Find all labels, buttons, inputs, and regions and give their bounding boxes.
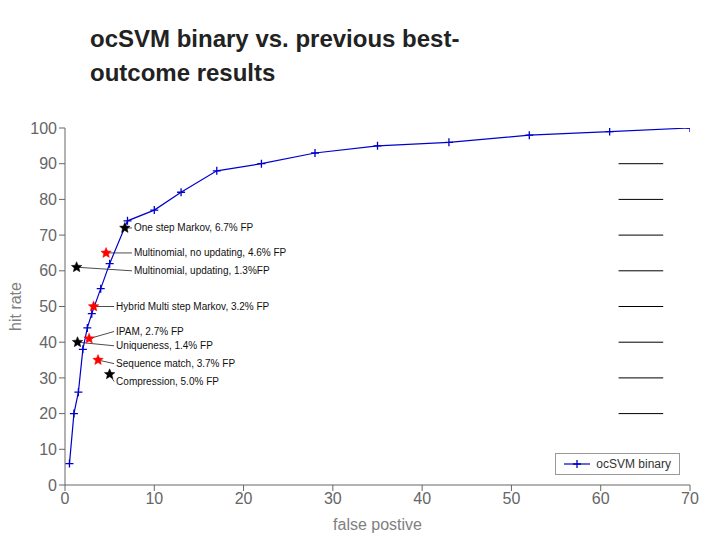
svg-text:Multinomial, no updating, 4.6%: Multinomial, no updating, 4.6% FP — [134, 247, 287, 258]
svg-text:100: 100 — [30, 120, 57, 137]
html-text:ocSVM binary vs. previous best: ocSVM binary vs. previous best- — [90, 25, 460, 52]
svg-text:60: 60 — [592, 490, 610, 507]
svg-text:80: 80 — [39, 191, 57, 208]
html-text:ocSVM binary: ocSVM binary — [596, 457, 671, 471]
svg-text:70: 70 — [681, 490, 699, 507]
svg-text:30: 30 — [324, 490, 342, 507]
svg-text:Uniqueness, 1.4% FP: Uniqueness, 1.4% FP — [116, 340, 213, 351]
svg-text:hit rate: hit rate — [8, 282, 24, 331]
svg-text:50: 50 — [39, 298, 57, 315]
svg-text:50: 50 — [503, 490, 521, 507]
svg-text:60: 60 — [39, 262, 57, 279]
svg-text:10: 10 — [145, 490, 163, 507]
svg-text:70: 70 — [39, 227, 57, 244]
svg-text:One step Markov, 6.7% FP: One step Markov, 6.7% FP — [134, 222, 254, 233]
svg-text:20: 20 — [39, 405, 57, 422]
svg-text:Sequence match, 3.7% FP: Sequence match, 3.7% FP — [116, 358, 235, 369]
svg-text:30: 30 — [39, 370, 57, 387]
svg-text:40: 40 — [413, 490, 431, 507]
svg-text:false postive: false postive — [333, 516, 422, 533]
svg-text:0: 0 — [61, 490, 70, 507]
svg-text:0: 0 — [48, 477, 57, 494]
svg-text:90: 90 — [39, 155, 57, 172]
svg-text:Compression, 5.0% FP: Compression, 5.0% FP — [116, 376, 219, 387]
svg-text:IPAM, 2.7% FP: IPAM, 2.7% FP — [116, 326, 184, 337]
svg-text:Hybrid Multi step Markov, 3.2%: Hybrid Multi step Markov, 3.2% FP — [116, 301, 270, 312]
svg-text:20: 20 — [235, 490, 253, 507]
svg-text:10: 10 — [39, 441, 57, 458]
html-text:outcome results: outcome results — [90, 59, 276, 86]
svg-text:40: 40 — [39, 334, 57, 351]
svg-text:Multinomial, updating, 1.3%FP: Multinomial, updating, 1.3%FP — [134, 265, 270, 276]
